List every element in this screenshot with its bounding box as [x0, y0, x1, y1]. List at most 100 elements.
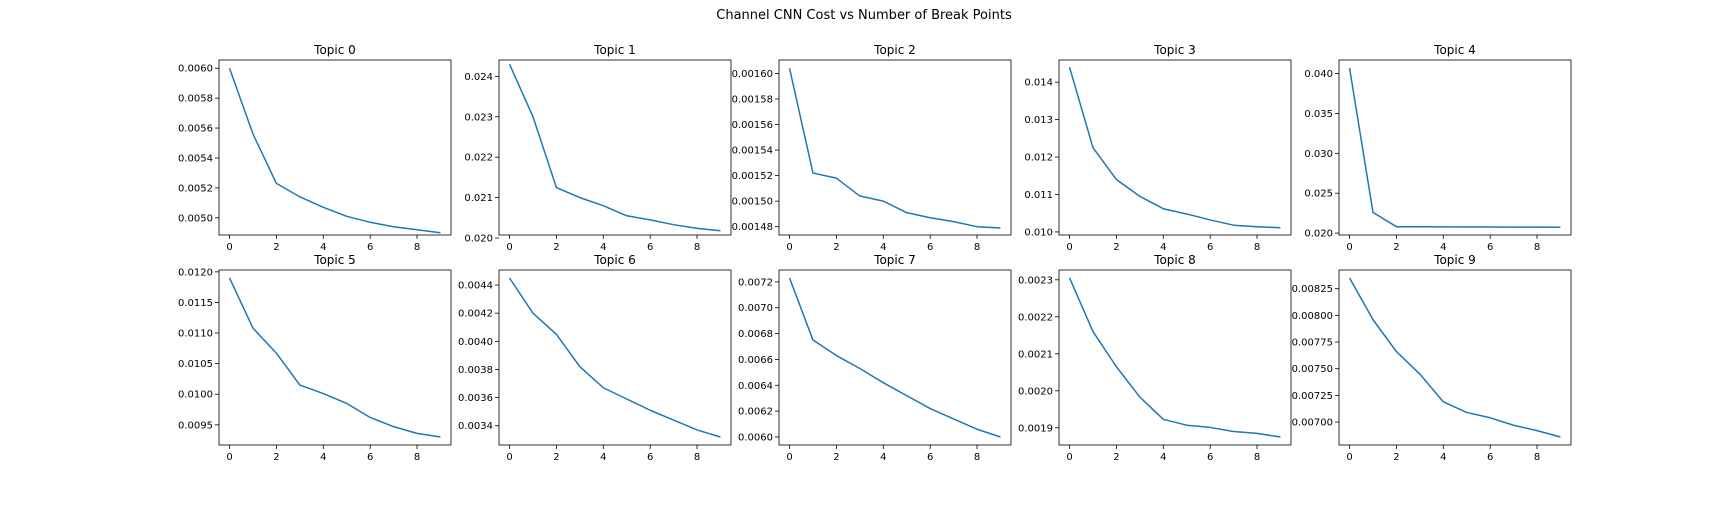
x-tick-label: 2: [553, 242, 559, 253]
y-tick-label: 0.0019: [1018, 423, 1053, 434]
x-tick-label: 2: [833, 242, 839, 253]
figure-title: Channel CNN Cost vs Number of Break Poin…: [0, 8, 1728, 23]
x-tick-label: 2: [273, 452, 279, 463]
series-line: [1350, 278, 1561, 437]
x-tick-label: 4: [880, 452, 886, 463]
y-tick-label: 0.00158: [732, 94, 773, 105]
x-tick-label: 8: [1254, 242, 1260, 253]
y-tick-label: 0.030: [1304, 149, 1333, 160]
y-tick-label: 0.0042: [458, 309, 493, 320]
x-tick-label: 2: [833, 452, 839, 463]
series-line: [1070, 67, 1281, 228]
x-tick-label: 2: [1393, 452, 1399, 463]
y-tick-label: 0.0064: [738, 381, 773, 392]
x-tick-label: 6: [367, 452, 373, 463]
y-tick-label: 0.0058: [178, 94, 213, 105]
y-tick-label: 0.00152: [732, 171, 773, 182]
x-tick-label: 0: [1346, 242, 1352, 253]
axes-frame: [1059, 60, 1291, 235]
x-tick-label: 0: [786, 452, 792, 463]
y-tick-label: 0.0034: [458, 421, 493, 432]
subplot-title: Topic 4: [1433, 43, 1476, 57]
x-tick-label: 6: [927, 242, 933, 253]
x-tick-label: 0: [226, 452, 232, 463]
y-tick-label: 0.020: [1304, 229, 1333, 240]
y-tick-label: 0.014: [1024, 78, 1053, 89]
y-tick-label: 0.00825: [1292, 284, 1333, 295]
y-tick-label: 0.024: [464, 72, 493, 83]
x-tick-label: 6: [1487, 242, 1493, 253]
x-tick-label: 6: [1207, 452, 1213, 463]
y-tick-label: 0.021: [464, 193, 493, 204]
x-tick-label: 8: [694, 242, 700, 253]
x-tick-label: 6: [1487, 452, 1493, 463]
y-tick-label: 0.0060: [738, 432, 773, 443]
y-tick-label: 0.0020: [1018, 386, 1053, 397]
x-tick-label: 2: [1393, 242, 1399, 253]
x-tick-label: 0: [226, 242, 232, 253]
x-tick-label: 8: [694, 452, 700, 463]
x-tick-label: 4: [1160, 242, 1166, 253]
x-tick-label: 6: [1207, 242, 1213, 253]
x-tick-label: 0: [1346, 452, 1352, 463]
subplot-title: Topic 2: [873, 43, 916, 57]
x-tick-label: 0: [506, 452, 512, 463]
y-tick-label: 0.023: [464, 112, 493, 123]
y-tick-label: 0.00156: [732, 120, 773, 131]
axes-frame: [1339, 60, 1571, 235]
x-tick-label: 4: [320, 452, 326, 463]
axes-frame: [499, 60, 731, 235]
y-tick-label: 0.00750: [1292, 364, 1333, 375]
x-tick-label: 6: [647, 452, 653, 463]
x-tick-label: 6: [927, 452, 933, 463]
y-tick-label: 0.0023: [1018, 275, 1053, 286]
y-tick-label: 0.0095: [178, 420, 213, 431]
subplot-title: Topic 0: [313, 43, 356, 57]
y-tick-label: 0.0056: [178, 124, 213, 135]
x-tick-label: 8: [414, 452, 420, 463]
y-tick-label: 0.00800: [1292, 311, 1333, 322]
y-tick-label: 0.0068: [738, 329, 773, 340]
x-tick-label: 6: [367, 242, 373, 253]
x-tick-label: 2: [553, 452, 559, 463]
axes-frame: [1339, 270, 1571, 445]
series-line: [510, 64, 721, 231]
y-tick-label: 0.011: [1024, 190, 1053, 201]
x-tick-label: 4: [600, 452, 606, 463]
y-tick-label: 0.0052: [178, 183, 213, 194]
y-tick-label: 0.0044: [458, 281, 493, 292]
y-tick-label: 0.00775: [1292, 338, 1333, 349]
x-tick-label: 4: [1440, 452, 1446, 463]
axes-frame: [499, 270, 731, 445]
x-tick-label: 8: [974, 242, 980, 253]
y-tick-label: 0.0036: [458, 393, 493, 404]
y-tick-label: 0.0105: [178, 359, 213, 370]
y-tick-label: 0.00148: [732, 222, 773, 233]
y-tick-label: 0.0060: [178, 64, 213, 75]
y-tick-label: 0.00150: [732, 197, 773, 208]
axes-frame: [1059, 270, 1291, 445]
axes-frame: [219, 270, 451, 445]
y-tick-label: 0.00160: [732, 69, 773, 80]
subplot-title: Topic 1: [593, 43, 636, 57]
y-tick-label: 0.00725: [1292, 391, 1333, 402]
y-tick-label: 0.00700: [1292, 418, 1333, 429]
x-tick-label: 4: [600, 242, 606, 253]
series-line: [230, 278, 441, 437]
axes-frame: [779, 270, 1011, 445]
y-tick-label: 0.00154: [732, 146, 773, 157]
x-tick-label: 8: [1254, 452, 1260, 463]
y-tick-label: 0.0100: [178, 390, 213, 401]
subplot-title: Topic 6: [593, 253, 636, 267]
subplot-title: Topic 7: [873, 253, 916, 267]
subplot-title: Topic 9: [1433, 253, 1476, 267]
series-line: [510, 278, 721, 437]
x-tick-label: 4: [1440, 242, 1446, 253]
x-tick-label: 4: [1160, 452, 1166, 463]
